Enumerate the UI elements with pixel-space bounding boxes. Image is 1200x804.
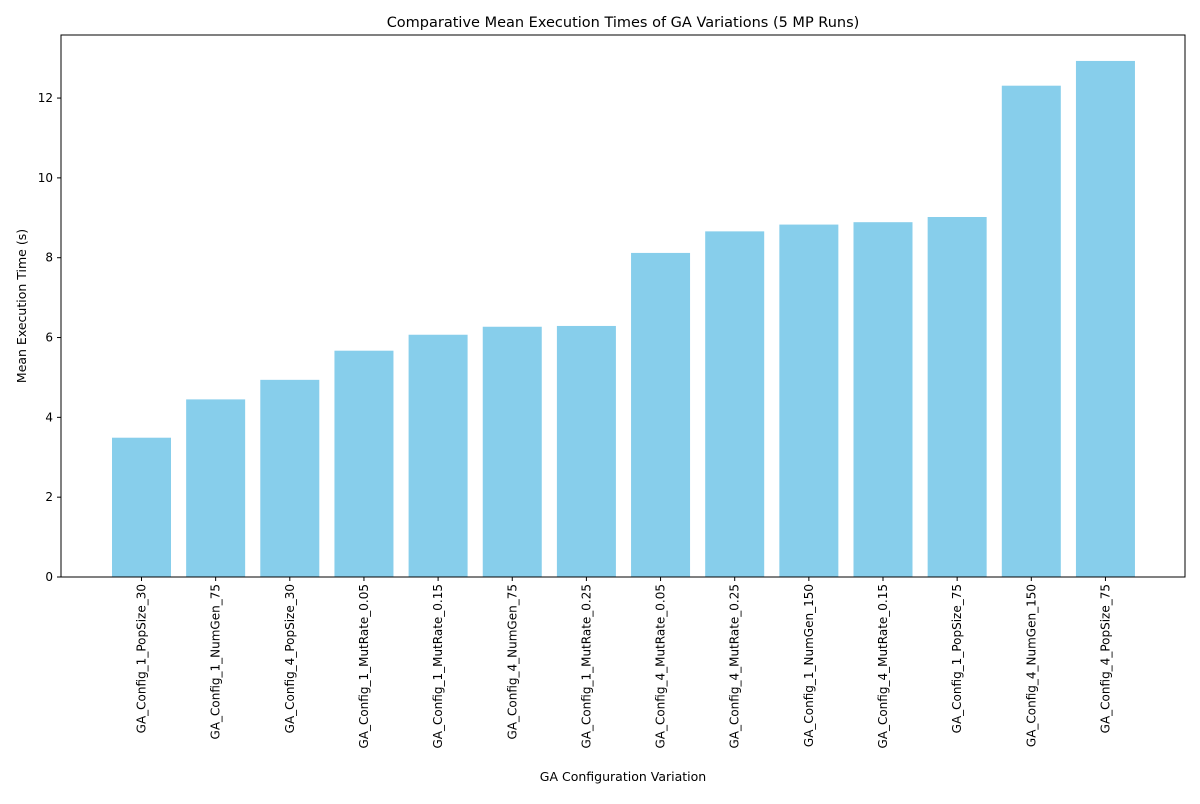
bar-GA_Config_1_MutRate_0.15 (408, 334, 468, 577)
x-tick-label: GA_Config_1_MutRate_0.15 (431, 584, 445, 749)
x-tick-label: GA_Config_1_MutRate_0.25 (579, 584, 593, 749)
y-tick-label: 10 (38, 171, 53, 185)
y-axis-label: Mean Execution Time (s) (14, 229, 29, 383)
bar-GA_Config_1_PopSize_75 (927, 217, 987, 577)
chart-title: Comparative Mean Execution Times of GA V… (387, 15, 860, 31)
y-axis-ticks: 0 2 4 6 8 10 12 (38, 91, 61, 584)
bar-GA_Config_1_NumGen_75 (186, 399, 246, 577)
x-tick-label: GA_Config_4_PopSize_75 (1098, 584, 1112, 733)
bar-GA_Config_4_MutRate_0.25 (705, 231, 765, 577)
bar-GA_Config_1_PopSize_30 (112, 437, 171, 577)
y-tick-label: 2 (45, 490, 53, 504)
bar-GA_Config_1_MutRate_0.25 (556, 325, 616, 577)
bar-GA_Config_4_NumGen_75 (482, 326, 542, 577)
x-tick-label: GA_Config_4_MutRate_0.15 (876, 584, 890, 749)
x-axis-ticks: GA_Config_1_PopSize_30 GA_Config_1_NumGen… (135, 577, 1112, 749)
x-tick-label: GA_Config_1_PopSize_75 (950, 584, 964, 733)
x-axis-label: GA Configuration Variation (540, 769, 706, 784)
y-tick-label: 8 (45, 251, 53, 265)
y-tick-label: 4 (45, 410, 53, 424)
bar-GA_Config_4_PopSize_75 (1075, 60, 1135, 577)
y-tick-label: 12 (38, 91, 53, 105)
bar-GA_Config_4_NumGen_150 (1001, 85, 1061, 577)
x-tick-label: GA_Config_4_MutRate_0.25 (728, 584, 742, 749)
y-tick-label: 0 (45, 570, 53, 584)
x-tick-label: GA_Config_1_NumGen_150 (802, 584, 816, 747)
bars-layer (112, 60, 1135, 578)
bar-GA_Config_4_PopSize_30 (260, 379, 320, 577)
plot-frame (60, 34, 1186, 578)
x-tick-label: GA_Config_4_PopSize_30 (283, 584, 297, 733)
x-tick-label: GA_Config_4_MutRate_0.05 (654, 584, 668, 749)
x-tick-label: GA_Config_4_NumGen_150 (1024, 584, 1038, 747)
bar-GA_Config_1_NumGen_150 (779, 224, 839, 577)
x-tick-label: GA_Config_1_MutRate_0.05 (357, 584, 371, 749)
x-tick-label: GA_Config_1_NumGen_75 (209, 584, 223, 739)
x-tick-label: GA_Config_1_PopSize_30 (135, 584, 149, 733)
bar-GA_Config_4_MutRate_0.05 (631, 252, 691, 578)
x-tick-label: GA_Config_4_NumGen_75 (505, 584, 519, 739)
y-tick-label: 6 (45, 331, 53, 345)
bar-GA_Config_1_MutRate_0.05 (334, 350, 394, 577)
bar-GA_Config_4_MutRate_0.15 (853, 222, 913, 577)
